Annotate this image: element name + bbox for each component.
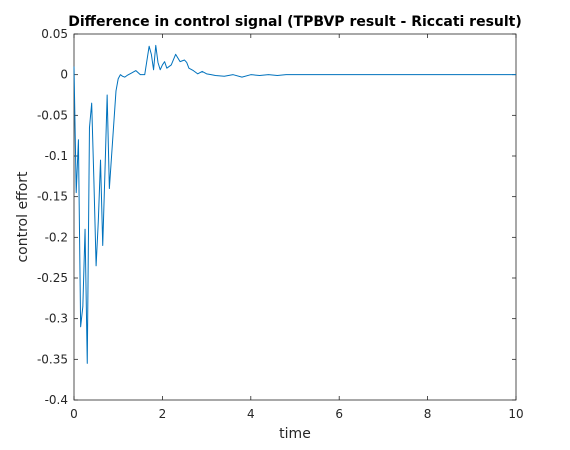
y-tick-label: 0.05 (41, 27, 68, 41)
plot-area (73, 33, 517, 401)
x-tick-label: 8 (424, 407, 432, 421)
y-axis-label: control effort (15, 171, 31, 263)
y-tick-label: -0.05 (37, 108, 68, 122)
y-tick-label: -0.3 (45, 312, 68, 326)
y-tick-label: -0.15 (37, 190, 68, 204)
y-tick-label: -0.35 (37, 352, 68, 366)
x-tick-label: 6 (335, 407, 343, 421)
y-tick-label: -0.1 (45, 149, 68, 163)
y-tick-label: -0.4 (45, 393, 68, 407)
y-axis-ticks: 0.05 0 -0.05 -0.1 -0.15 -0.2 -0.25 -0.3 -0.35 -0.… (37, 27, 516, 407)
y-tick-label: 0 (60, 68, 68, 82)
x-tick-label: 2 (159, 407, 167, 421)
x-tick-label: 0 (70, 407, 78, 421)
chart-title: Difference in control signal (TPBVP resu… (68, 14, 522, 30)
x-axis-label: time (279, 426, 311, 442)
y-tick-label: -0.2 (45, 230, 68, 244)
series-line-difference (73, 44, 516, 364)
x-tick-label: 4 (247, 407, 255, 421)
x-axis-ticks: 0 2 4 6 8 10 (70, 34, 524, 421)
series-layer (73, 44, 516, 364)
x-tick-label: 10 (508, 407, 523, 421)
y-tick-label: -0.25 (37, 271, 68, 285)
